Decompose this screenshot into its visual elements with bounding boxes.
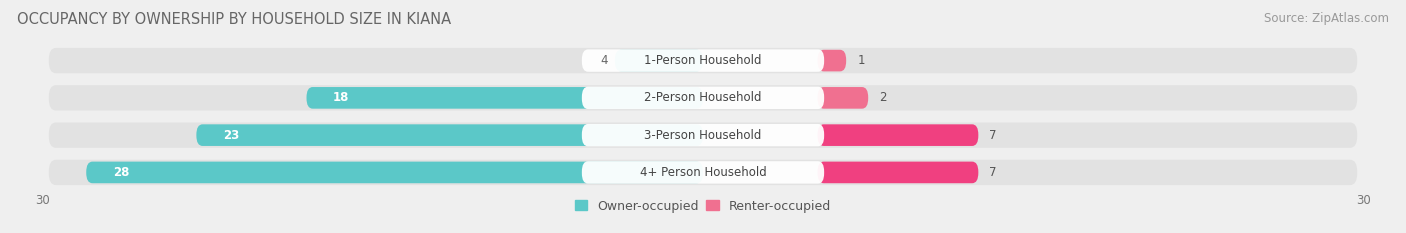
Legend: Owner-occupied, Renter-occupied: Owner-occupied, Renter-occupied: [569, 195, 837, 218]
Text: 1-Person Household: 1-Person Household: [644, 54, 762, 67]
FancyBboxPatch shape: [614, 50, 703, 71]
Text: 4: 4: [600, 54, 609, 67]
Text: 4+ Person Household: 4+ Person Household: [640, 166, 766, 179]
FancyBboxPatch shape: [817, 87, 868, 109]
Text: 23: 23: [222, 129, 239, 142]
FancyBboxPatch shape: [86, 162, 703, 183]
FancyBboxPatch shape: [582, 124, 824, 146]
FancyBboxPatch shape: [582, 49, 824, 72]
Text: 18: 18: [333, 91, 349, 104]
FancyBboxPatch shape: [817, 124, 979, 146]
Text: Source: ZipAtlas.com: Source: ZipAtlas.com: [1264, 12, 1389, 25]
FancyBboxPatch shape: [582, 161, 824, 184]
FancyBboxPatch shape: [307, 87, 703, 109]
Text: 2-Person Household: 2-Person Household: [644, 91, 762, 104]
Text: 28: 28: [112, 166, 129, 179]
FancyBboxPatch shape: [49, 160, 1357, 185]
Text: 3-Person Household: 3-Person Household: [644, 129, 762, 142]
FancyBboxPatch shape: [582, 87, 824, 109]
Text: 7: 7: [990, 129, 997, 142]
Text: OCCUPANCY BY OWNERSHIP BY HOUSEHOLD SIZE IN KIANA: OCCUPANCY BY OWNERSHIP BY HOUSEHOLD SIZE…: [17, 12, 451, 27]
FancyBboxPatch shape: [49, 123, 1357, 148]
FancyBboxPatch shape: [49, 85, 1357, 110]
Text: 7: 7: [990, 166, 997, 179]
FancyBboxPatch shape: [197, 124, 703, 146]
Text: 1: 1: [858, 54, 865, 67]
FancyBboxPatch shape: [49, 48, 1357, 73]
FancyBboxPatch shape: [817, 162, 979, 183]
Text: 2: 2: [879, 91, 887, 104]
FancyBboxPatch shape: [817, 50, 846, 71]
